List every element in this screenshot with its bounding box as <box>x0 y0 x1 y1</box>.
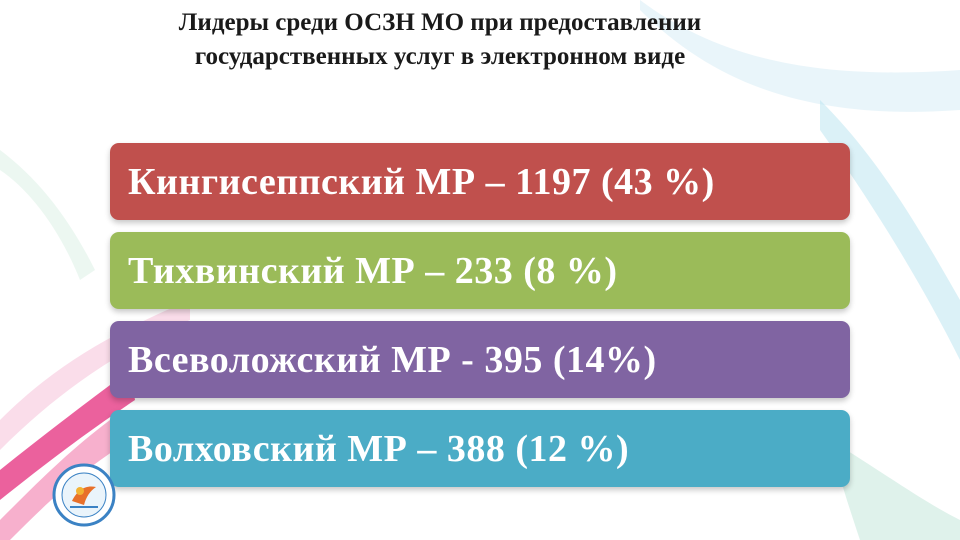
leader-bar-vsevolozhsk: Всеволожский МР - 395 (14%) <box>110 321 850 398</box>
organization-emblem-icon <box>52 463 116 527</box>
leader-bar-volkhov: Волховский МР – 388 (12 %) <box>110 410 850 487</box>
slide-title: Лидеры среди ОСЗН МО при предоставлении … <box>120 6 760 74</box>
leaders-list: Кингисеппский МР – 1197 (43 %) Тихвински… <box>110 143 850 499</box>
title-line-2: государственных услуг в электронном виде <box>194 43 686 70</box>
leader-bar-tikhvin: Тихвинский МР – 233 (8 %) <box>110 232 850 309</box>
title-line-1: Лидеры среди ОСЗН МО при предоставлении <box>178 9 702 36</box>
leader-bar-kingisepp: Кингисеппский МР – 1197 (43 %) <box>110 143 850 220</box>
